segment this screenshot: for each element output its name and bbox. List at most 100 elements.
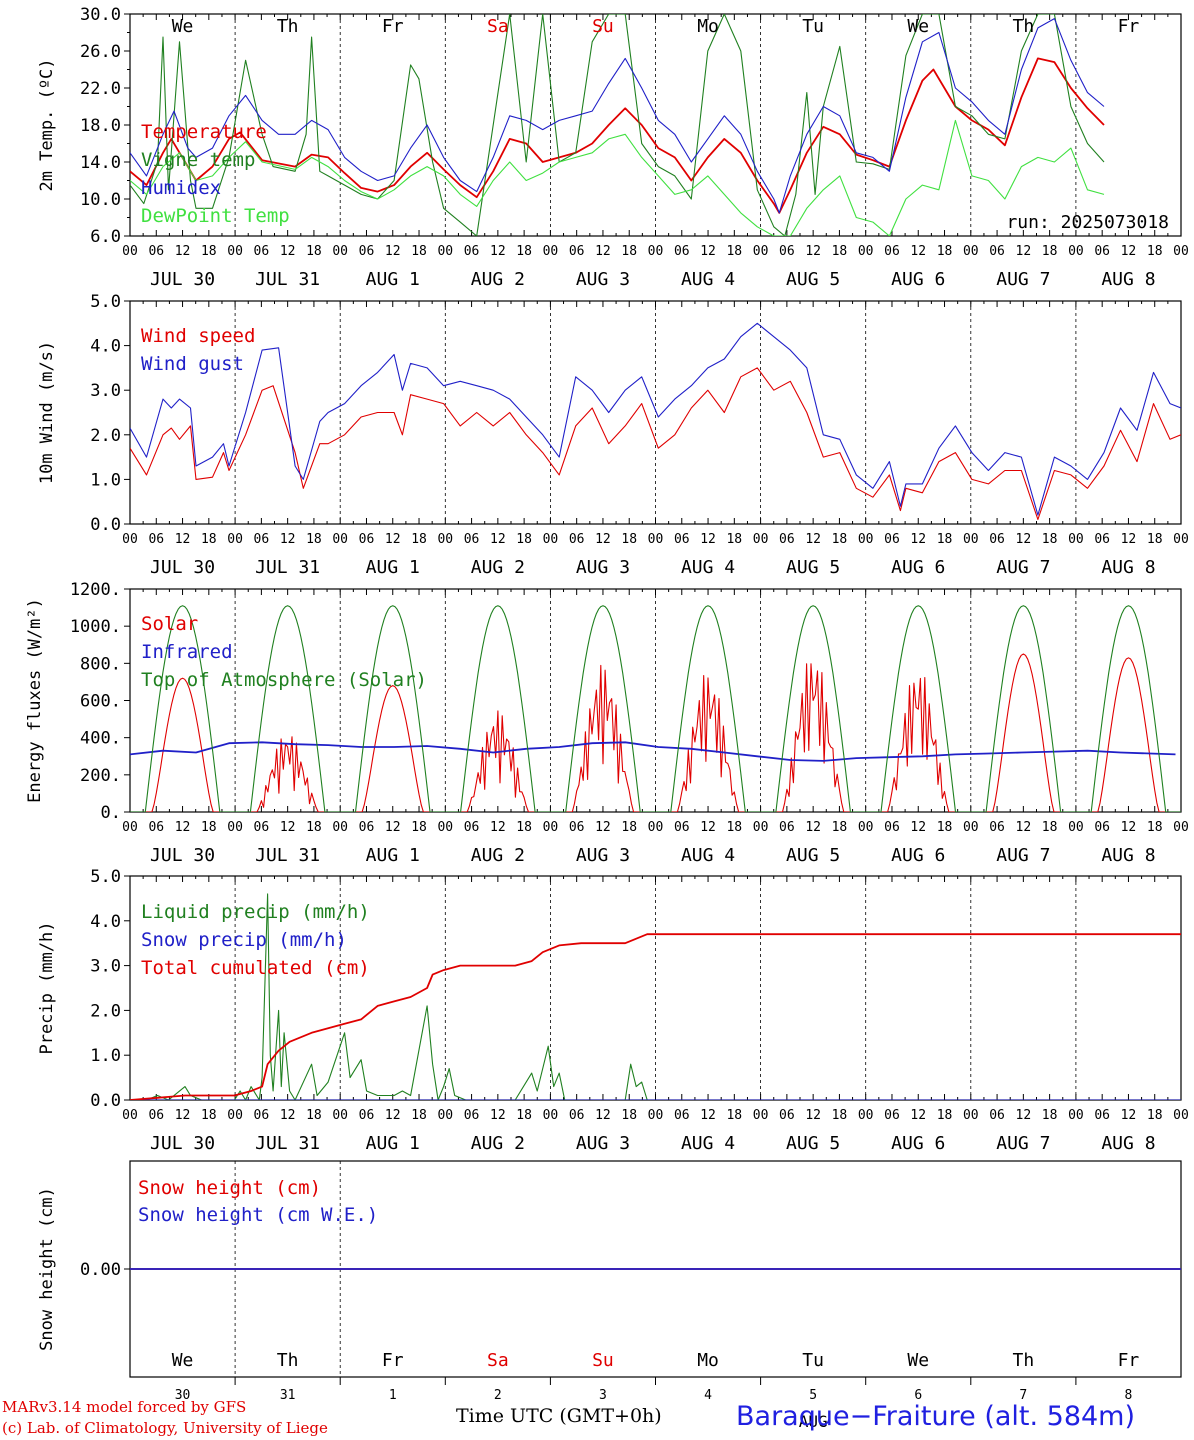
hour-tick-label: 18	[937, 532, 953, 547]
hour-tick-label: 18	[726, 1108, 742, 1123]
hour-tick-label: 12	[805, 1108, 821, 1123]
hour-tick-label: 12	[1121, 244, 1137, 259]
hour-tick-label: 12	[595, 244, 611, 259]
hour-tick-label: 18	[306, 820, 322, 835]
series-line-solar	[130, 653, 1181, 812]
y-tick-label: 14.0	[80, 153, 121, 173]
hour-tick-label: 06	[989, 244, 1005, 259]
hour-tick-label: 00	[648, 820, 664, 835]
date-label: AUG 4	[681, 845, 735, 866]
hour-tick-label: 06	[148, 820, 164, 835]
date-label: JUL 31	[255, 557, 320, 578]
hour-tick-label: 18	[832, 820, 848, 835]
hour-tick-label: 00	[437, 244, 453, 259]
hour-tick-label: 18	[411, 532, 427, 547]
bottom-day-number: 6	[914, 1388, 922, 1403]
hour-tick-label: 12	[175, 244, 191, 259]
hour-tick-label: 06	[569, 820, 585, 835]
y-axis-label: 2m Temp. (ºC)	[37, 58, 57, 191]
day-name: Tu	[802, 16, 824, 37]
hour-tick-label: 06	[464, 244, 480, 259]
hour-tick-label: 06	[464, 820, 480, 835]
day-name: We	[172, 16, 194, 37]
hour-tick-label: 12	[1121, 532, 1137, 547]
hour-tick-label: 00	[437, 532, 453, 547]
legend-top-of-atmosphere-solar-: Top of Atmosphere (Solar)	[141, 669, 427, 691]
hour-tick-label: 12	[385, 820, 401, 835]
series-line-temperature	[130, 57, 1105, 214]
hour-tick-label: 00	[963, 1108, 979, 1123]
y-tick-label: 30.0	[80, 5, 121, 25]
series-line-vigne-temp	[130, 14, 1105, 236]
day-name: We	[907, 16, 929, 37]
date-label: AUG 8	[1101, 1133, 1155, 1154]
hour-tick-label: 18	[621, 244, 637, 259]
y-tick-label: 800.	[80, 654, 121, 674]
hour-tick-label: 18	[1147, 532, 1163, 547]
hour-tick-label: 12	[490, 244, 506, 259]
hour-tick-label: 12	[805, 532, 821, 547]
date-label: AUG 4	[681, 269, 735, 290]
date-label: JUL 30	[150, 557, 215, 578]
series-group	[130, 322, 1181, 521]
date-label: AUG 7	[996, 1133, 1050, 1154]
hour-tick-label: 12	[700, 244, 716, 259]
date-label: JUL 31	[255, 269, 320, 290]
hour-tick-label: 12	[280, 820, 296, 835]
date-label: AUG 8	[1101, 269, 1155, 290]
y-tick-label: 3.0	[90, 957, 121, 977]
hour-tick-label: 06	[359, 1108, 375, 1123]
hour-tick-label: 00	[332, 1108, 348, 1123]
y-tick-label: 0.	[101, 803, 121, 823]
date-label: AUG 6	[891, 557, 945, 578]
hour-tick-label: 18	[832, 532, 848, 547]
hour-tick-label: 06	[1094, 1108, 1110, 1123]
hour-tick-label: 12	[280, 532, 296, 547]
date-label: AUG 4	[681, 557, 735, 578]
hour-tick-label: 00	[332, 244, 348, 259]
y-tick-label: 0.0	[90, 1091, 121, 1111]
bottom-day-number: 2	[494, 1388, 502, 1403]
hour-tick-label: 00	[543, 1108, 559, 1123]
date-label: AUG 3	[576, 845, 630, 866]
hour-tick-label: 00	[753, 1108, 769, 1123]
y-tick-label: 4.0	[90, 912, 121, 932]
legend-humidex: Humidex	[141, 177, 221, 199]
hour-tick-label: 00	[1173, 820, 1189, 835]
hour-tick-label: 18	[201, 244, 217, 259]
hour-tick-label: 18	[1147, 820, 1163, 835]
day-name: Mo	[697, 16, 719, 37]
hour-tick-label: 00	[963, 532, 979, 547]
y-tick-label: 1000.	[70, 617, 121, 637]
y-tick-label: 18.0	[80, 116, 121, 136]
run-label: run: 2025073018	[1006, 212, 1169, 233]
legend-vigne-temp: Vigne temp	[141, 149, 255, 171]
hour-tick-label: 18	[306, 244, 322, 259]
hour-tick-label: 12	[385, 1108, 401, 1123]
hour-tick-label: 18	[516, 1108, 532, 1123]
date-label: AUG 3	[576, 1133, 630, 1154]
date-label: AUG 5	[786, 1133, 840, 1154]
hour-tick-label: 00	[1173, 1108, 1189, 1123]
hour-tick-label: 12	[490, 820, 506, 835]
date-label: AUG 2	[471, 269, 525, 290]
y-tick-label: 2.0	[90, 426, 121, 446]
hour-tick-label: 18	[621, 1108, 637, 1123]
hour-tick-label: 18	[306, 1108, 322, 1123]
bottom-day-name: Mo	[697, 1350, 719, 1371]
y-tick-label: 600.	[80, 692, 121, 712]
bottom-day-name: We	[172, 1350, 194, 1371]
legend-snow-precip-mm-h-: Snow precip (mm/h)	[141, 929, 347, 951]
hour-tick-label: 00	[648, 244, 664, 259]
y-tick-label: 0.0	[90, 515, 121, 535]
hour-tick-label: 12	[910, 532, 926, 547]
legend-snow-height-cm-: Snow height (cm)	[138, 1177, 321, 1199]
y-tick-label: 2.0	[90, 1001, 121, 1021]
date-label: AUG 8	[1101, 557, 1155, 578]
hour-tick-label: 12	[595, 532, 611, 547]
bottom-day-number: 1	[389, 1388, 397, 1403]
y-tick-label: 4.0	[90, 337, 121, 357]
hour-tick-label: 00	[1173, 244, 1189, 259]
hour-tick-label: 12	[910, 820, 926, 835]
y-tick-label: 3.0	[90, 381, 121, 401]
